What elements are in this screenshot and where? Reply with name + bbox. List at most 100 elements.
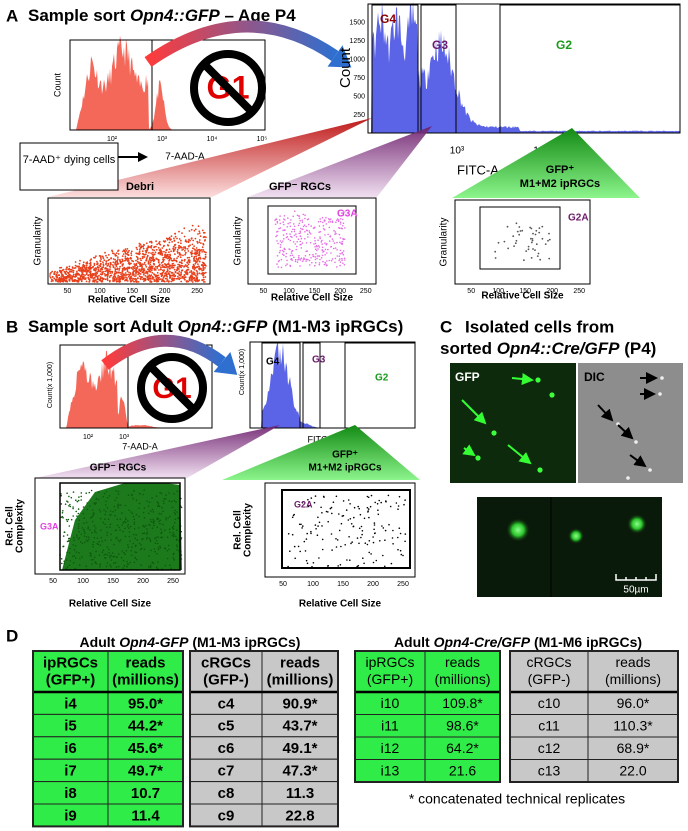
- scatter-dot: [337, 219, 340, 221]
- scatter-dot: [110, 257, 112, 260]
- scatter-dot: [532, 248, 534, 250]
- scatter-dot: [145, 251, 148, 254]
- scatter-dot: [174, 243, 177, 246]
- scatter-dot: [168, 492, 170, 494]
- scatter-dot: [330, 506, 333, 509]
- scatter-dot: [126, 260, 129, 262]
- scatter-dot: [331, 238, 334, 240]
- scatter-dot: [286, 259, 288, 262]
- scatter-dot: [197, 233, 199, 235]
- scatter-dot: [366, 506, 369, 509]
- scatter-dot: [199, 249, 202, 252]
- scatter-dot: [174, 259, 176, 262]
- scatter-dot: [85, 565, 87, 567]
- scatter-dot: [301, 219, 304, 221]
- scatter-dot: [306, 562, 309, 565]
- scatter-dot: [165, 494, 167, 496]
- fluorescent-cell: [568, 528, 584, 544]
- scatter-dot: [125, 250, 128, 252]
- scatter-dot: [87, 266, 90, 269]
- cell-arrow: [507, 444, 532, 465]
- scatter-dot: [83, 535, 86, 537]
- scatter-dot: [296, 245, 298, 248]
- scatter-dot: [332, 501, 335, 504]
- scatter-dot: [93, 268, 95, 271]
- scatter-dot: [294, 243, 297, 245]
- fluorescent-cell: [549, 392, 555, 398]
- scatter-dot: [289, 248, 291, 251]
- scatter-dot: [118, 504, 120, 507]
- scatter-dot: [183, 259, 186, 262]
- scatter-dot: [107, 259, 110, 262]
- scatter-dot: [106, 496, 109, 499]
- scatter-dot: [128, 263, 131, 266]
- scatter-dot: [176, 257, 178, 259]
- scatter-dot: [176, 272, 179, 275]
- scatter-dot: [79, 275, 82, 277]
- scatter-dot: [300, 237, 303, 240]
- scatter-dot: [113, 278, 116, 281]
- cell-text: i8: [64, 785, 77, 802]
- scatter-dot: [380, 501, 383, 504]
- scatter-dot: [194, 262, 197, 265]
- scatter-dot: [81, 269, 84, 272]
- scatter-dot: [377, 513, 380, 516]
- gate-box: [59, 482, 181, 571]
- gate-label: G4: [266, 357, 280, 368]
- scatter-dot: [126, 277, 128, 279]
- scatter-dot: [346, 559, 348, 561]
- scatter-dot: [298, 217, 301, 220]
- scatter-dot: [198, 248, 201, 251]
- scatter-dot: [291, 516, 294, 519]
- scatter-dot: [279, 215, 281, 217]
- channel-label: DIC: [584, 370, 605, 384]
- scatter-dot: [310, 257, 312, 259]
- x-axis-label: 7-AAD-A: [165, 152, 205, 163]
- scatter-dot: [121, 269, 124, 272]
- scatter-dot: [129, 561, 131, 564]
- scatter-dot: [280, 266, 283, 269]
- gate-label: G2A: [294, 499, 313, 509]
- scatter-dot: [304, 238, 306, 240]
- scatter-dot: [117, 253, 120, 255]
- scatter-dot: [314, 524, 317, 526]
- scatter-dot: [163, 498, 166, 500]
- scatter-dot: [85, 280, 88, 283]
- scatter-dot: [121, 259, 124, 262]
- scatter-dot: [362, 557, 364, 559]
- cell-text: 96.0*: [617, 695, 650, 711]
- scatter-dot: [77, 499, 80, 502]
- scatter-dot: [102, 496, 105, 498]
- scatter-dot: [68, 280, 71, 282]
- scatter-dot: [310, 530, 312, 533]
- scatter-dot: [180, 280, 183, 283]
- scatter-dot: [152, 256, 155, 259]
- panel-title-part: (M1-M3 ipRGCs): [267, 317, 403, 336]
- scatter-dot: [184, 271, 186, 273]
- header-cell: [107, 650, 184, 693]
- scatter-dot: [290, 230, 293, 233]
- header-text: (GFP-): [528, 671, 571, 687]
- scatter-dot: [111, 249, 113, 252]
- scatter-dot: [157, 264, 160, 267]
- scatter-dot: [307, 498, 309, 501]
- scatter-dot: [323, 496, 325, 498]
- scatter-dot: [299, 243, 302, 246]
- scatter-dot: [127, 563, 129, 566]
- scatter-dot: [201, 261, 204, 264]
- scatter-dot: [160, 492, 163, 495]
- scatter-dot: [142, 511, 145, 514]
- scatter-dot: [117, 507, 120, 509]
- table-border: [189, 650, 339, 828]
- scatter-dot: [104, 270, 107, 273]
- scatter-dot: [516, 230, 519, 233]
- scatter-dot: [88, 491, 91, 494]
- x-tick-label: 100: [283, 288, 295, 295]
- scatter-dot: [335, 538, 337, 540]
- scatter-dot: [339, 249, 342, 252]
- scatter-dot: [326, 252, 328, 254]
- dying-cells-box: [19, 142, 119, 191]
- fluorescent-cell: [491, 430, 497, 436]
- scatter-dot: [122, 567, 125, 569]
- scatter-dot: [68, 495, 70, 498]
